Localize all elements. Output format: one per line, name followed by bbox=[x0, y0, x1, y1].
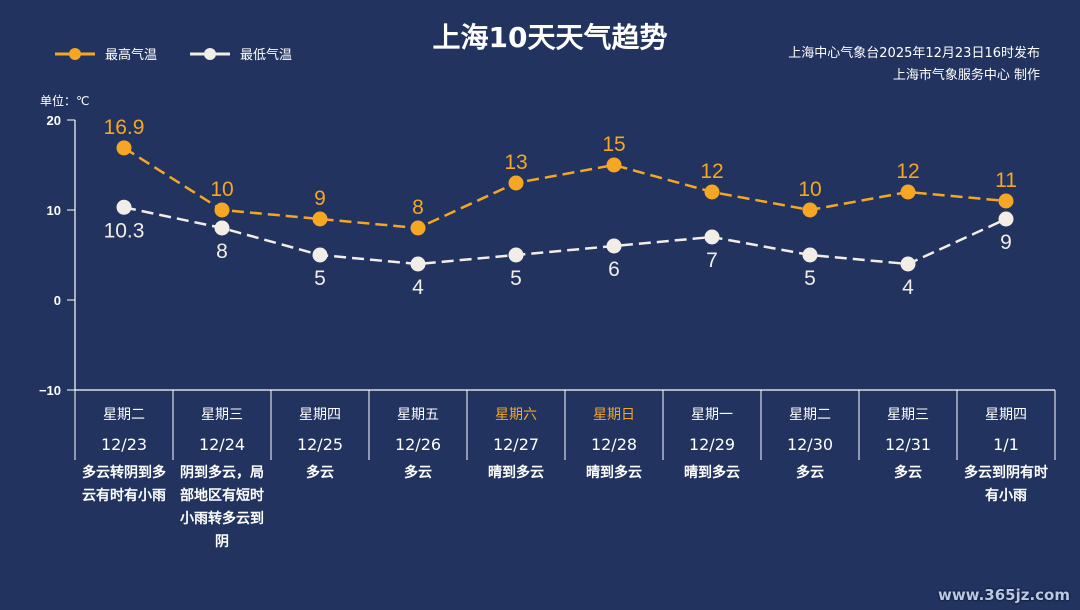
unit-label: 单位：℃ bbox=[40, 94, 90, 108]
date-label: 12/31 bbox=[884, 435, 932, 454]
data-point-low bbox=[802, 247, 818, 263]
legend-item-low: 最低气温 bbox=[190, 44, 292, 63]
weather-description: 多云 bbox=[306, 465, 334, 481]
y-tick-label: 10 bbox=[47, 203, 61, 218]
data-point-low bbox=[900, 256, 916, 272]
data-label-high: 12 bbox=[896, 160, 919, 183]
weekday-label: 星期一 bbox=[691, 407, 733, 423]
date-label: 12/23 bbox=[100, 435, 148, 454]
data-label-low: 6 bbox=[608, 258, 620, 281]
data-point-low bbox=[116, 199, 132, 215]
weather-description: 多云 bbox=[894, 465, 922, 481]
legend-low-marker-icon bbox=[190, 47, 230, 60]
weekday-label: 星期四 bbox=[985, 407, 1027, 423]
date-label: 12/27 bbox=[492, 435, 540, 454]
data-point-low bbox=[508, 247, 524, 263]
data-label-low: 4 bbox=[412, 276, 424, 299]
data-label-high: 10 bbox=[210, 178, 233, 201]
source-line-1: 上海中心气象台2025年12月23日16时发布 bbox=[788, 46, 1040, 61]
weekday-label: 星期二 bbox=[103, 407, 145, 423]
series-line-high bbox=[123, 146, 1007, 230]
weather-description: 多云 bbox=[404, 465, 432, 481]
date-label: 1/1 bbox=[993, 435, 1019, 454]
data-point-high bbox=[312, 211, 328, 227]
chart-title: 上海10天天气趋势 bbox=[432, 21, 668, 54]
data-label-low: 4 bbox=[902, 276, 914, 299]
data-point-high bbox=[508, 175, 524, 191]
source-line-2: 上海市气象服务中心 制作 bbox=[892, 68, 1040, 83]
weather-description: 晴到多云 bbox=[586, 465, 642, 481]
data-label-low: 7 bbox=[706, 249, 718, 272]
weekday-label: 星期六 bbox=[495, 407, 537, 423]
data-point-high bbox=[116, 140, 132, 156]
data-label-high: 15 bbox=[602, 133, 625, 156]
data-point-low bbox=[410, 256, 426, 272]
y-tick-label: 0 bbox=[54, 293, 61, 308]
watermark: www.365jz.com bbox=[937, 586, 1070, 604]
data-label-low: 5 bbox=[314, 267, 326, 290]
weekday-label: 星期三 bbox=[887, 407, 929, 423]
weather-description: 多云 bbox=[796, 465, 824, 481]
data-label-low: 9 bbox=[1000, 231, 1012, 254]
data-label-low: 8 bbox=[216, 240, 228, 263]
data-label-low: 5 bbox=[510, 267, 522, 290]
data-point-high bbox=[802, 202, 818, 218]
weather-description: 多云到阴有时有小雨 bbox=[964, 465, 1048, 504]
data-point-high bbox=[410, 220, 426, 236]
legend-label-high: 最高气温 bbox=[105, 48, 158, 63]
series-line-low bbox=[123, 206, 1007, 266]
data-label-low: 5 bbox=[804, 267, 816, 290]
data-point-low bbox=[704, 229, 720, 245]
weekday-label: 星期五 bbox=[397, 407, 439, 423]
weekday-label: 星期日 bbox=[593, 407, 635, 423]
data-label-high: 10 bbox=[798, 178, 821, 201]
data-point-low bbox=[312, 247, 328, 263]
weather-description: 晴到多云 bbox=[488, 465, 544, 481]
y-tick-label: 20 bbox=[47, 113, 61, 128]
date-label: 12/26 bbox=[394, 435, 442, 454]
data-label-high: 8 bbox=[412, 196, 424, 219]
data-point-high bbox=[998, 193, 1014, 209]
data-point-high bbox=[606, 157, 622, 173]
weekday-label: 星期四 bbox=[299, 407, 341, 423]
data-point-low bbox=[214, 220, 230, 236]
data-point-high bbox=[704, 184, 720, 200]
weather-description: 多云转阴到多云有时有小雨 bbox=[82, 465, 166, 504]
data-point-high bbox=[900, 184, 916, 200]
legend-high-marker-icon bbox=[55, 47, 95, 60]
date-label: 12/28 bbox=[590, 435, 638, 454]
date-label: 12/29 bbox=[688, 435, 736, 454]
data-label-high: 11 bbox=[995, 169, 1017, 192]
data-point-low bbox=[606, 238, 622, 254]
data-label-high: 16.9 bbox=[104, 116, 145, 139]
date-label: 12/30 bbox=[786, 435, 834, 454]
data-label-high: 13 bbox=[504, 151, 527, 174]
data-label-high: 9 bbox=[314, 187, 326, 210]
weather-description: 阴到多云，局部地区有短时小雨转多云到阴 bbox=[180, 465, 264, 550]
weekday-label: 星期三 bbox=[201, 407, 243, 423]
date-label: 12/25 bbox=[296, 435, 344, 454]
data-label-high: 12 bbox=[700, 160, 723, 183]
weekday-label: 星期二 bbox=[789, 407, 831, 423]
data-point-high bbox=[214, 202, 230, 218]
weather-description: 晴到多云 bbox=[684, 465, 740, 481]
data-point-low bbox=[998, 211, 1014, 227]
y-tick-label: −10 bbox=[39, 383, 61, 398]
legend-item-high: 最高气温 bbox=[55, 44, 157, 63]
date-label: 12/24 bbox=[198, 435, 246, 454]
data-label-low: 10.3 bbox=[104, 219, 145, 242]
legend-label-low: 最低气温 bbox=[240, 48, 293, 63]
